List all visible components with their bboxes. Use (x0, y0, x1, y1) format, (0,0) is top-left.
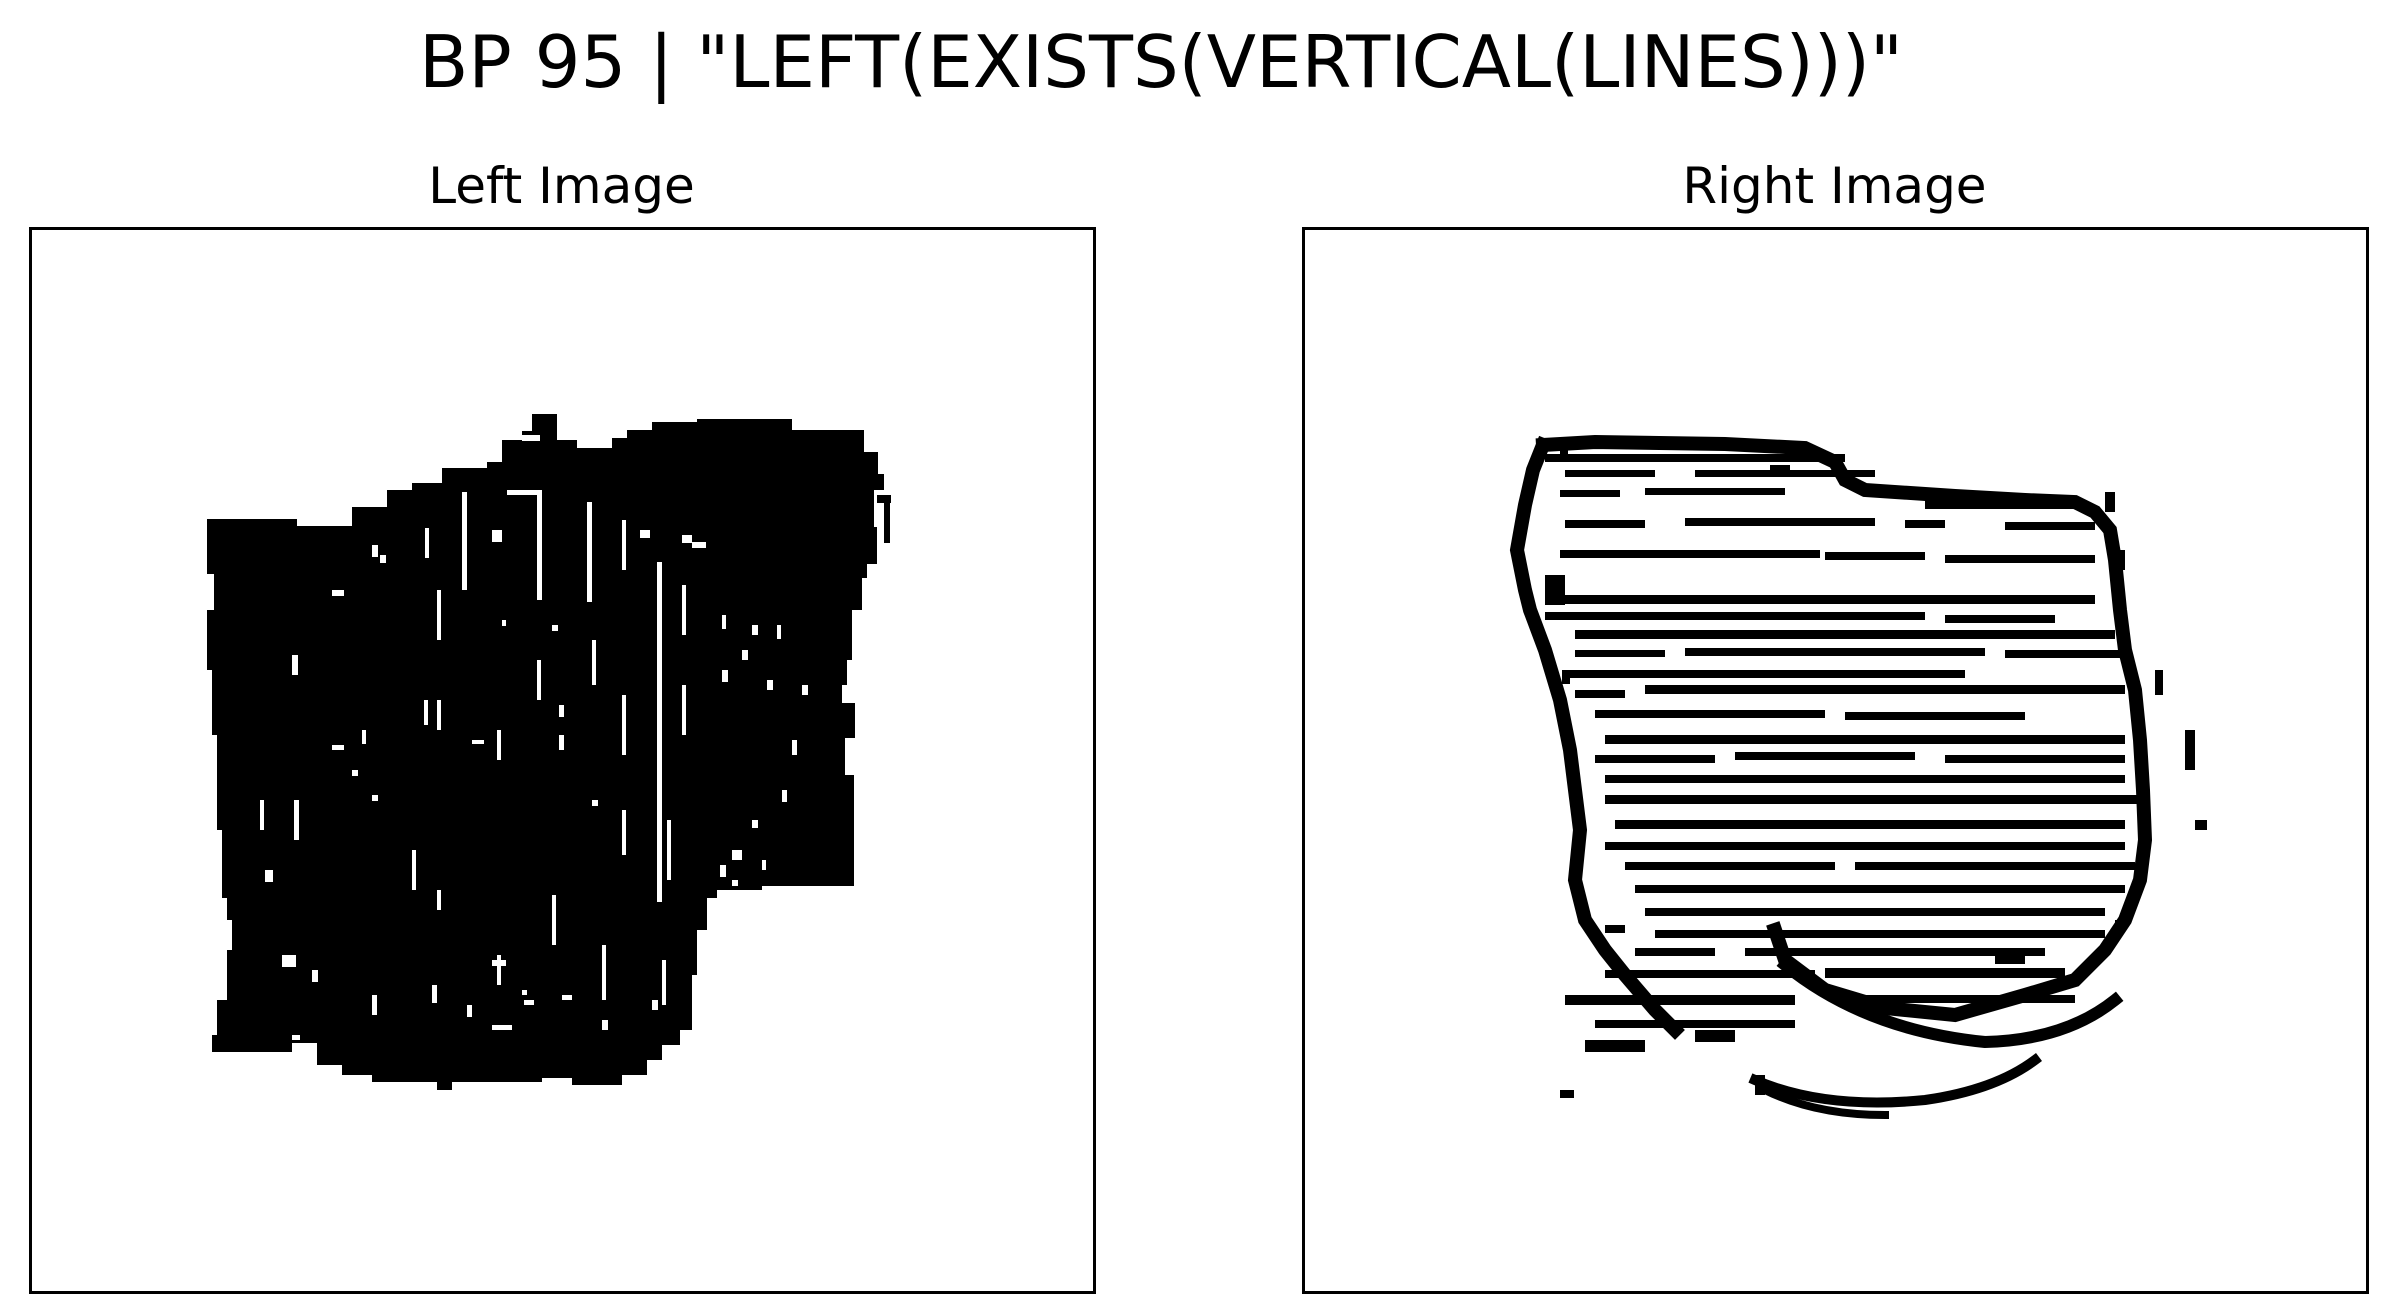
left-white-streaks (260, 435, 808, 1040)
left-image-panel (29, 227, 1096, 1294)
right-panel-title: Right Image (1682, 157, 1987, 215)
left-blob (207, 414, 891, 1090)
right-horizontal-lines[interactable] (1545, 445, 2207, 1098)
figure-title: BP 95 | "LEFT(EXISTS(VERTICAL(LINES)))" (418, 20, 1904, 104)
right-image (1509, 434, 2207, 1120)
left-panel-title: Left Image (428, 157, 695, 215)
left-image (207, 414, 891, 1090)
right-image-panel (1302, 227, 2369, 1294)
